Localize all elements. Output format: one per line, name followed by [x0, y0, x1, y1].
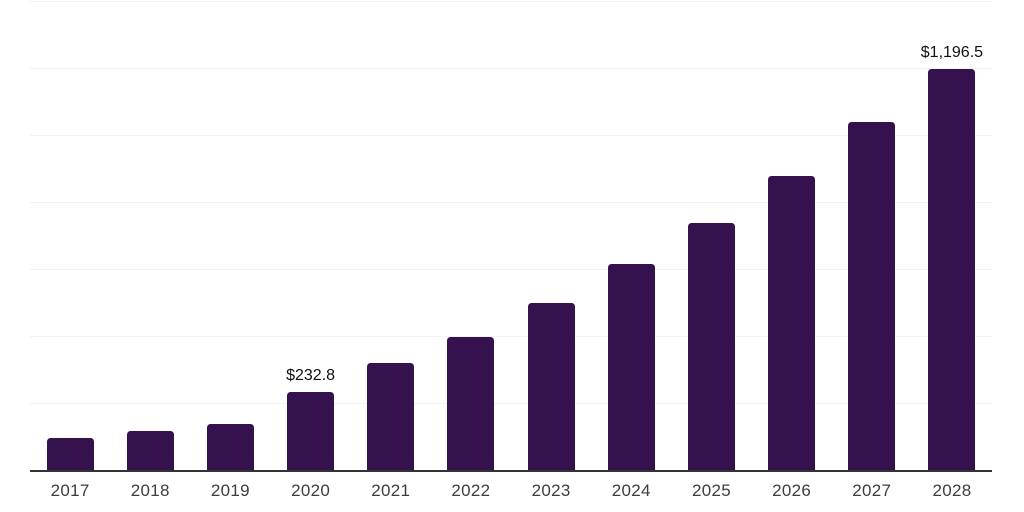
x-tick-2024: 2024 — [611, 481, 651, 500]
x-axis: 2017 2018 2019 2020 2021 2022 2023 2024 2025 2026… — [30, 481, 992, 501]
plot-area: $232.8 $1,196.5 — [30, 1, 992, 472]
bar-2025 — [687, 223, 735, 470]
bar-2021 — [367, 362, 415, 470]
gridline-400 — [30, 336, 992, 337]
x-tick-2019: 2019 — [210, 481, 250, 500]
x-tick-2027: 2027 — [852, 481, 892, 500]
x-tick-2021: 2021 — [371, 481, 411, 500]
x-tick-2026: 2026 — [772, 481, 812, 500]
bar-2024 — [607, 264, 655, 470]
x-tick-2028: 2028 — [932, 481, 972, 500]
x-tick-2025: 2025 — [691, 481, 731, 500]
bar-2022 — [447, 336, 495, 470]
bar-2027 — [848, 121, 896, 470]
gridline-1000 — [30, 135, 992, 136]
bar-2026 — [768, 175, 816, 470]
bar-2023 — [527, 303, 575, 470]
gridline-200 — [30, 403, 992, 404]
bar-2028 — [928, 69, 976, 470]
bar-2020 — [287, 392, 335, 470]
x-tick-2017: 2017 — [50, 481, 90, 500]
bar-2019 — [206, 423, 254, 470]
gridline-1400 — [30, 1, 992, 2]
data-label-2020: $232.8 — [286, 367, 336, 385]
gridline-1200 — [30, 68, 992, 69]
x-tick-2023: 2023 — [531, 481, 571, 500]
bar-2018 — [126, 430, 174, 470]
x-tick-2018: 2018 — [130, 481, 170, 500]
data-label-2028: $1,196.5 — [920, 44, 984, 62]
gridline-600 — [30, 269, 992, 270]
gridline-800 — [30, 202, 992, 203]
bar-2017 — [46, 438, 94, 470]
x-tick-2022: 2022 — [451, 481, 491, 500]
x-tick-2020: 2020 — [291, 481, 331, 500]
